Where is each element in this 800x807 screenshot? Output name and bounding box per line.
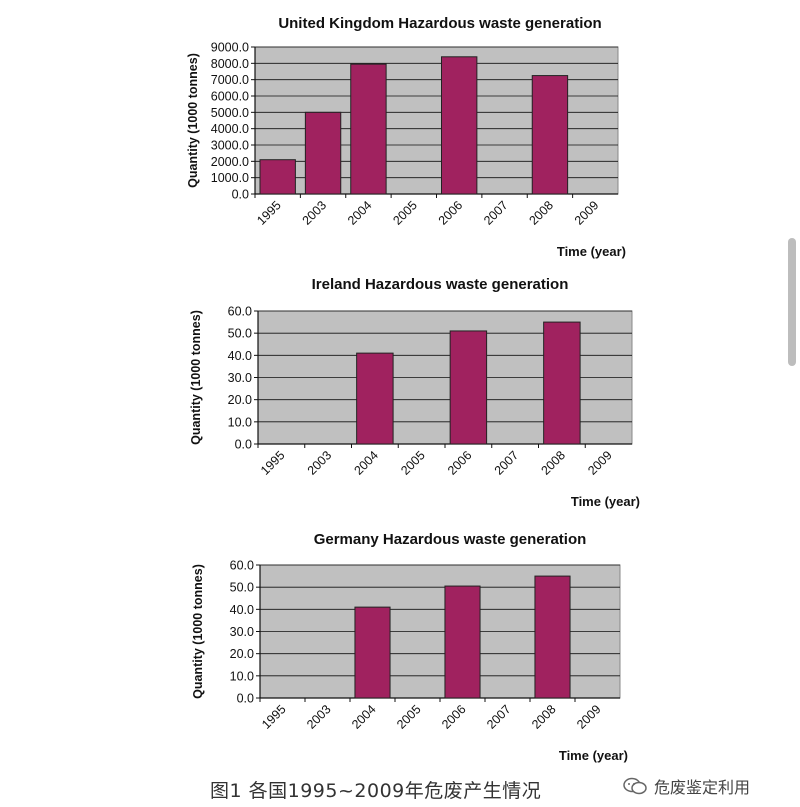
y-tick-label: 0.0 [232, 188, 249, 202]
ireland-chart-svg: Ireland Hazardous waste generation 0.0 10.… [189, 276, 640, 509]
chart-title: United Kingdom Hazardous waste generatio… [278, 15, 601, 32]
x-tick-label: 2005 [394, 702, 424, 732]
chart-title: Germany Hazardous waste generation [314, 531, 587, 548]
y-tick-label: 50.0 [228, 327, 252, 341]
x-tick-label: 2003 [304, 702, 334, 732]
watermark: 危废鉴定利用 [622, 774, 750, 798]
y-tick-label: 1000.0 [211, 171, 249, 185]
x-tick-label: 2008 [529, 702, 559, 732]
y-tick-label: 8000.0 [211, 57, 249, 71]
x-tick-label: 2007 [484, 702, 514, 732]
y-axis-label: Quantity (1000 tonnes) [189, 310, 203, 445]
y-tick-label: 50.0 [230, 581, 254, 595]
y-tick-label: 4000.0 [211, 122, 249, 136]
figure-caption: 图1 各国1995~2009年危废产生情况 [210, 780, 542, 802]
bar-2004 [350, 63, 387, 195]
ireland-chart: Ireland Hazardous waste generation 0.0 10.… [0, 262, 800, 522]
germany-chart: Germany Hazardous waste generation 0.0 10.… [0, 518, 800, 778]
x-tick-label: 2006 [445, 448, 475, 478]
bar-2004 [354, 606, 391, 699]
y-tick-label: 30.0 [230, 625, 254, 639]
y-tick-label: 20.0 [228, 393, 252, 407]
y-tick-label: 60.0 [228, 305, 252, 319]
x-tick-label: 2003 [300, 198, 330, 228]
y-tick-label: 30.0 [228, 371, 252, 385]
x-tick-label: 2008 [526, 198, 556, 228]
bar-2006 [449, 330, 488, 445]
x-tick-label: 2003 [305, 448, 335, 478]
chart-title: Ireland Hazardous waste generation [312, 276, 569, 293]
y-tick-label: 6000.0 [211, 90, 249, 104]
x-tick-label: 2009 [574, 702, 604, 732]
watermark-text: 危废鉴定利用 [654, 778, 751, 797]
y-axis-label: Quantity (1000 tonnes) [191, 564, 205, 699]
y-tick-label: 40.0 [228, 349, 252, 363]
x-tick-label: 2007 [492, 448, 522, 478]
y-tick-label: 20.0 [230, 647, 254, 661]
bar-2006 [444, 585, 481, 699]
uk-chart: United Kingdom Hazardous waste generatio… [0, 0, 800, 260]
bar-2006 [440, 56, 478, 195]
x-tick-label: 1995 [259, 702, 289, 732]
x-tick-label: 2004 [345, 198, 375, 228]
y-tick-label: 5000.0 [211, 106, 249, 120]
x-axis-label: Time (year) [557, 244, 626, 259]
bar-2004 [356, 352, 394, 445]
y-tick-label: 40.0 [230, 603, 254, 617]
y-tick-label: 10.0 [228, 415, 252, 429]
bar-2008 [543, 321, 581, 445]
x-axis-label: Time (year) [571, 494, 640, 509]
x-tick-label: 2005 [398, 448, 428, 478]
germany-chart-svg: Germany Hazardous waste generation 0.0 10.… [191, 531, 628, 763]
x-tick-label: 2007 [481, 198, 511, 228]
x-tick-label: 1995 [254, 198, 284, 228]
bar-2008 [531, 75, 569, 195]
uk-chart-svg: United Kingdom Hazardous waste generatio… [186, 15, 626, 259]
bar-2003 [304, 111, 342, 195]
x-tick-label: 2006 [436, 198, 466, 228]
y-tick-label: 2000.0 [211, 155, 249, 169]
bar-2008 [534, 575, 571, 699]
x-tick-label: 2008 [538, 448, 568, 478]
x-tick-label: 1995 [258, 448, 288, 478]
y-tick-label: 10.0 [230, 669, 254, 683]
wechat-icon [623, 777, 647, 795]
vertical-scrollbar[interactable] [788, 238, 796, 366]
y-axis-label: Quantity (1000 tonnes) [186, 53, 200, 188]
x-tick-label: 2005 [390, 198, 420, 228]
y-tick-label: 9000.0 [211, 41, 249, 55]
bar-1995 [259, 159, 296, 195]
x-tick-label: 2006 [439, 702, 469, 732]
y-tick-label: 7000.0 [211, 73, 249, 87]
x-tick-label: 2009 [585, 448, 615, 478]
y-tick-label: 0.0 [237, 692, 254, 706]
x-tick-label: 2004 [351, 448, 381, 478]
y-tick-label: 60.0 [230, 559, 254, 573]
y-tick-label: 3000.0 [211, 139, 249, 153]
y-tick-label: 0.0 [235, 438, 252, 452]
x-tick-label: 2004 [349, 702, 379, 732]
x-axis-label: Time (year) [559, 748, 628, 763]
x-tick-label: 2009 [572, 198, 602, 228]
